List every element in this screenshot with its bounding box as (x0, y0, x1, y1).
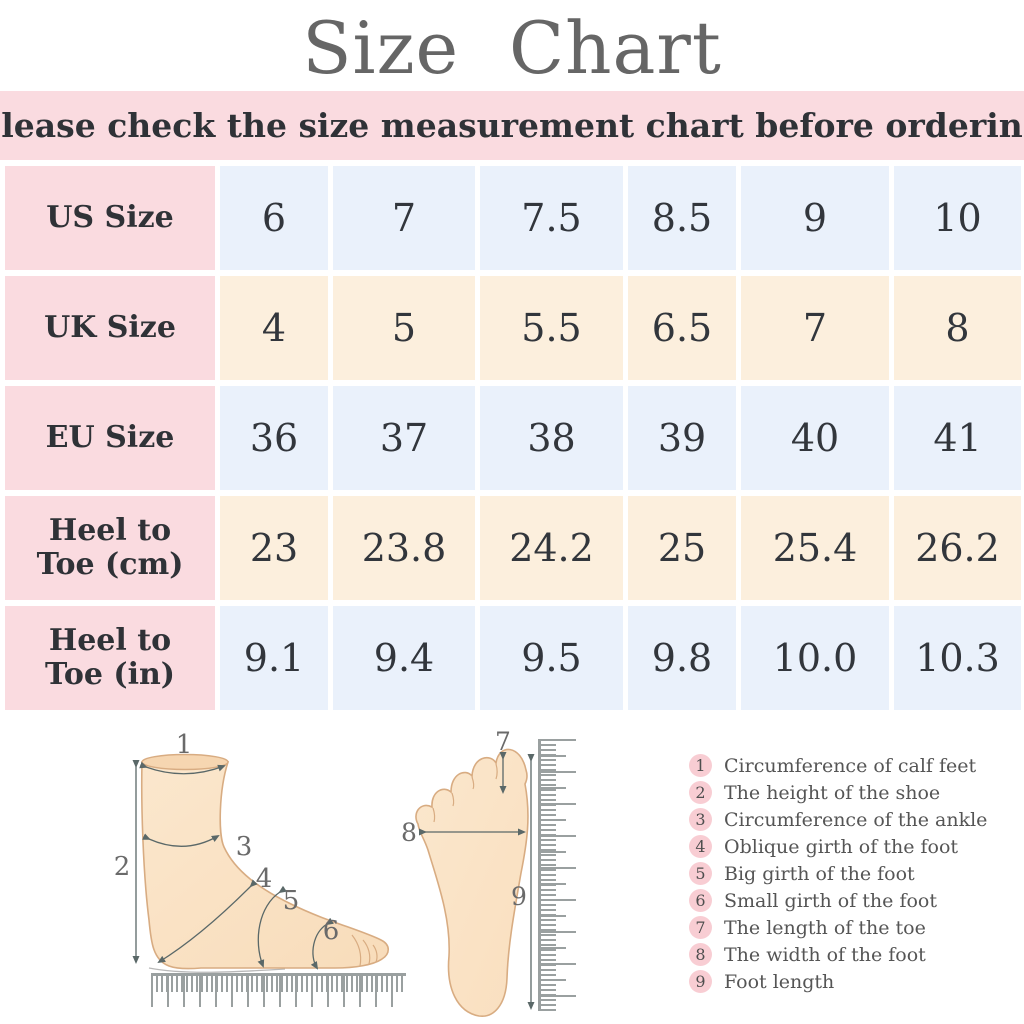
marker-9: 9 (511, 882, 527, 911)
legend-number-badge: 3 (689, 808, 712, 831)
legend-label: The height of the shoe (724, 781, 941, 804)
size-cell: 24.2 (480, 496, 623, 600)
legend-item: 5 Big girth of the foot (689, 860, 987, 887)
foot-side-view-diagram: 1 2 3 4 5 6 (114, 730, 390, 973)
legend-item: 6 Small girth of the foot (689, 887, 987, 914)
marker-3: 3 (236, 832, 253, 862)
size-cell: 25 (628, 496, 736, 600)
size-cell: 40 (741, 386, 889, 490)
legend-label: Small girth of the foot (724, 889, 937, 912)
size-cell: 38 (480, 386, 623, 490)
size-cell: 39 (628, 386, 736, 490)
legend-label: Circumference of calf feet (724, 754, 977, 777)
ground-shadow-line (148, 967, 286, 973)
legend-number-badge: 9 (689, 970, 712, 993)
toe-crease-lines (351, 934, 378, 967)
page-title: Size Chart (302, 6, 722, 90)
legend-number-badge: 7 (689, 916, 712, 939)
size-cell: 8 (894, 276, 1021, 380)
legend-item: 4 Oblique girth of the foot (689, 833, 987, 860)
notice-text: please check the size measurement chart … (0, 106, 1024, 145)
size-cell: 23.8 (333, 496, 475, 600)
vertical-ruler (538, 739, 579, 1011)
marker-4: 4 (256, 864, 273, 894)
legend-number-badge: 5 (689, 862, 712, 885)
legend-label: Foot length (724, 970, 835, 993)
size-cell: 9.8 (628, 606, 736, 710)
legend-item: 3 Circumference of the ankle (689, 806, 987, 833)
measurement-legend: 1 Circumference of calf feet 2 The heigh… (689, 752, 987, 995)
ankle-girth-arc (142, 833, 220, 847)
sole-annotations (419, 752, 535, 1010)
legend-number-badge: 8 (689, 943, 712, 966)
toe-gap-lines (432, 763, 498, 823)
horizontal-ruler (151, 973, 406, 1010)
notice-banner: please check the size measurement chart … (0, 91, 1024, 160)
size-cell: 25.4 (741, 496, 889, 600)
size-cell: 5 (333, 276, 475, 380)
marker-7: 7 (495, 728, 511, 756)
legend-item: 7 The length of the toe (689, 914, 987, 941)
size-cell: 6.5 (628, 276, 736, 380)
ruler-small-ticks (151, 976, 406, 992)
size-cell: 26.2 (894, 496, 1021, 600)
size-cell: 6 (220, 166, 328, 270)
measurement-arcs (132, 760, 334, 970)
size-cell: 9 (741, 166, 889, 270)
foot-sole-view-diagram: 7 8 9 (401, 728, 535, 1017)
row-header-heel-to-toe-in: Heel to Toe (in) (5, 606, 215, 710)
legend-number-badge: 4 (689, 835, 712, 858)
size-cell: 7.5 (480, 166, 623, 270)
size-cell: 23 (220, 496, 328, 600)
small-girth-arc (310, 917, 334, 970)
size-cell: 10 (894, 166, 1021, 270)
legend-item: 9 Foot length (689, 968, 987, 995)
ruler-small-ticks (541, 739, 556, 1011)
row-header-eu-size: EU Size (5, 386, 215, 490)
size-cell: 5.5 (480, 276, 623, 380)
calf-girth-arc (139, 761, 226, 775)
big-girth-arc (257, 885, 287, 968)
row-header-heel-to-toe-cm: Heel to Toe (cm) (5, 496, 215, 600)
legend-label: Oblique girth of the foot (724, 835, 959, 858)
legend-label: The length of the toe (724, 916, 926, 939)
legend-item: 2 The height of the shoe (689, 779, 987, 806)
size-cell: 10.0 (741, 606, 889, 710)
legend-number-badge: 2 (689, 781, 712, 804)
legend-label: The width of the foot (724, 943, 926, 966)
size-cell: 41 (894, 386, 1021, 490)
marker-1: 1 (176, 730, 193, 760)
size-table: US Size 6 7 7.5 8.5 9 10 UK Size 4 5 5.5… (5, 166, 1021, 710)
legend-label: Circumference of the ankle (724, 808, 988, 831)
size-cell: 4 (220, 276, 328, 380)
size-cell: 9.4 (333, 606, 475, 710)
size-cell: 7 (741, 276, 889, 380)
marker-2: 2 (114, 852, 131, 882)
marker-5: 5 (283, 886, 300, 916)
size-cell: 7 (333, 166, 475, 270)
size-cell: 36 (220, 386, 328, 490)
size-cell: 10.3 (894, 606, 1021, 710)
marker-8: 8 (401, 818, 417, 847)
legend-number-badge: 1 (689, 754, 712, 777)
size-cell: 9.5 (480, 606, 623, 710)
legend-item: 8 The width of the foot (689, 941, 987, 968)
legend-label: Big girth of the foot (724, 862, 915, 885)
oblique-girth-arc (157, 879, 258, 964)
legend-number-badge: 6 (689, 889, 712, 912)
size-cell: 9.1 (220, 606, 328, 710)
legend-item: 1 Circumference of calf feet (689, 752, 987, 779)
marker-6: 6 (323, 916, 340, 946)
size-cell: 37 (333, 386, 475, 490)
row-header-us-size: US Size (5, 166, 215, 270)
row-header-uk-size: UK Size (5, 276, 215, 380)
size-cell: 8.5 (628, 166, 736, 270)
